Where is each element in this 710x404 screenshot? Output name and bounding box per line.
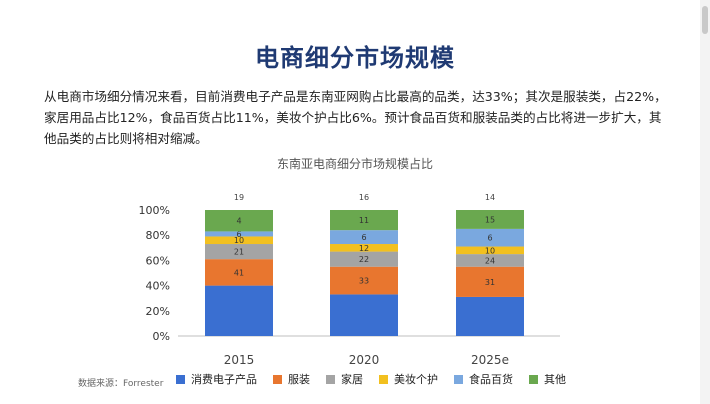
data-source: 数据来源：Forrester xyxy=(78,379,164,389)
legend-label: 消费电子产品 xyxy=(191,373,257,386)
data-label: 33 xyxy=(359,277,369,286)
legend-item: 食品百货 xyxy=(454,371,513,387)
data-label: 22 xyxy=(359,255,369,264)
legend-swatch xyxy=(326,374,335,384)
legend-swatch xyxy=(273,374,282,384)
bar-segment xyxy=(456,296,524,336)
data-label: 31 xyxy=(485,278,495,287)
y-tick-label: 0% xyxy=(153,330,170,343)
bar-top-label: 14 xyxy=(485,193,495,202)
legend-swatch xyxy=(379,374,388,384)
bar-segment xyxy=(456,246,524,255)
legend-item: 其他 xyxy=(529,371,566,387)
legend-item: 服装 xyxy=(273,371,310,387)
x-tick-label: 2020 xyxy=(349,353,380,367)
scrollbar[interactable] xyxy=(700,0,710,404)
bar-segment xyxy=(205,236,273,245)
data-label: 41 xyxy=(234,268,244,277)
bar-top-label: 16 xyxy=(359,193,369,202)
y-tick-label: 80% xyxy=(146,229,170,242)
data-label: 10 xyxy=(234,236,244,245)
legend-swatch xyxy=(454,374,463,384)
bar-segment xyxy=(330,266,398,295)
bar-segment xyxy=(330,244,398,252)
x-tick-label: 2025e xyxy=(471,353,509,367)
bar-segment xyxy=(456,266,524,297)
bar-segment xyxy=(205,231,273,237)
bar-segment xyxy=(330,210,398,231)
data-label: 6 xyxy=(236,230,241,239)
bar-top-label: 19 xyxy=(234,193,244,202)
bar-segment xyxy=(205,285,273,336)
legend-item: 美妆个护 xyxy=(379,371,438,387)
bar-segment xyxy=(456,210,524,229)
bar-segment xyxy=(456,254,524,267)
legend-label: 家居 xyxy=(341,373,363,386)
data-label: 15 xyxy=(485,215,495,224)
bar-segment xyxy=(456,228,524,247)
bar-segment xyxy=(205,244,273,260)
page-title: 电商细分市场规模 xyxy=(255,44,455,72)
bar-segment xyxy=(205,210,273,232)
data-label: 6 xyxy=(361,233,366,242)
y-tick-label: 40% xyxy=(146,280,170,293)
data-label: 24 xyxy=(485,256,495,265)
x-tick-label: 2015 xyxy=(224,353,255,367)
data-label: 11 xyxy=(359,216,369,225)
legend-label: 服装 xyxy=(288,373,310,386)
data-label: 6 xyxy=(487,234,492,243)
data-label: 12 xyxy=(359,244,369,253)
data-label: 21 xyxy=(234,248,244,257)
y-tick-label: 20% xyxy=(146,305,170,318)
chart-legend: 消费电子产品 服装 家居 美妆个护 食品百货 其他 xyxy=(176,371,582,387)
legend-label: 美妆个护 xyxy=(394,373,438,386)
intro-paragraph: 从电商市场细分情况来看，目前消费电子产品是东南亚网购占比最高的品类，达33%；其… xyxy=(44,89,667,146)
bar-segment xyxy=(330,230,398,245)
y-tick-label: 60% xyxy=(146,254,170,267)
legend-swatch xyxy=(529,374,538,384)
legend-label: 食品百货 xyxy=(469,373,513,386)
legend-item: 消费电子产品 xyxy=(176,371,257,387)
legend-swatch xyxy=(176,374,185,384)
legend-item: 家居 xyxy=(326,371,363,387)
y-tick-label: 100% xyxy=(139,204,170,217)
data-label: 4 xyxy=(236,217,241,226)
bar-segment xyxy=(205,259,273,286)
chart-title: 东南亚电商细分市场规模占比 xyxy=(276,157,433,171)
bar-segment xyxy=(330,294,398,336)
scrollbar-thumb[interactable] xyxy=(702,6,708,34)
data-label: 10 xyxy=(485,246,495,255)
legend-label: 其他 xyxy=(544,373,566,386)
bar-segment xyxy=(330,251,398,267)
